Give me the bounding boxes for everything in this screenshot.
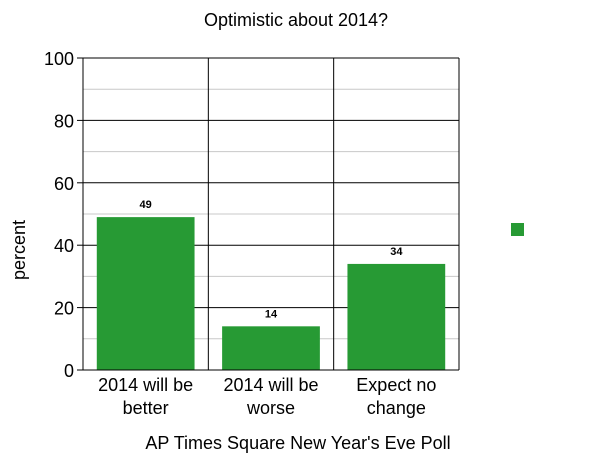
y-tick-label: 80 (54, 111, 74, 131)
y-tick-labels: 0 20 40 60 80 100 (44, 49, 83, 381)
chart-title: Optimistic about 2014? (204, 10, 388, 30)
y-tick-label: 0 (64, 361, 74, 381)
data-label: 34 (390, 246, 403, 258)
bar (347, 263, 446, 370)
legend-swatch (511, 223, 524, 236)
x-axis-title: AP Times Square New Year's Eve Poll (145, 433, 450, 453)
bars (96, 217, 446, 370)
x-tick-label: worse (246, 398, 295, 418)
x-tick-label: 2014 will be (223, 375, 318, 395)
y-tick-label: 100 (44, 49, 74, 69)
category-gridlines (207, 58, 460, 370)
x-tick-label: 2014 will be (98, 375, 193, 395)
x-tick-label: better (123, 398, 169, 418)
data-label: 14 (265, 308, 278, 320)
y-tick-label: 20 (54, 299, 74, 319)
bar (96, 217, 195, 370)
y-tick-label: 60 (54, 174, 74, 194)
x-tick-label: Expect no (356, 375, 436, 395)
y-axis-title: percent (9, 220, 29, 280)
y-tick-label: 40 (54, 236, 74, 256)
bar (222, 326, 320, 370)
x-tick-label: change (367, 398, 426, 418)
x-tick-labels: 2014 will be better 2014 will be worse Expec… (98, 375, 436, 418)
data-labels: 49 14 34 (140, 199, 404, 320)
data-label: 49 (140, 199, 152, 211)
